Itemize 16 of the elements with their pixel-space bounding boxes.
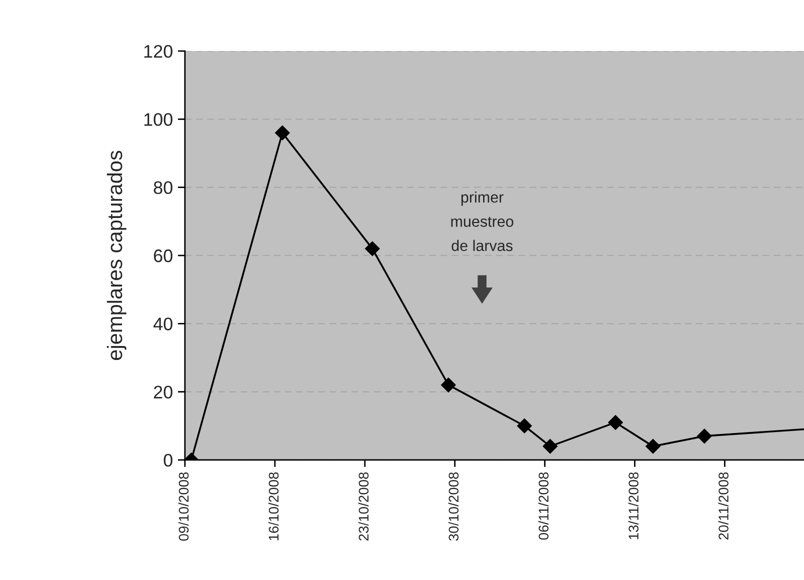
- y-tick-label: 40: [153, 318, 172, 330]
- x-tick-label: 09/10/2008: [178, 472, 189, 541]
- x-tick-label: 06/11/2008: [538, 472, 549, 540]
- y-tick-label: 60: [154, 249, 172, 262]
- x-tick-label: 23/10/2008: [358, 472, 369, 541]
- x-tick-label: 13/11/2008: [628, 472, 638, 540]
- annotation: primer muestreo de larvas: [451, 191, 514, 252]
- y-tick-label: 0: [164, 454, 172, 467]
- x-tick-label: 20/11/2008: [718, 472, 728, 540]
- y-tick-label: 80: [154, 181, 172, 194]
- x-tick-label: 30/10/2008: [448, 472, 459, 541]
- y-tick-label: 20: [154, 386, 172, 399]
- y-tick-label: 120: [144, 44, 172, 58]
- x-tick-label: 16/10/2008: [268, 472, 279, 540]
- y-axis-title: ejemplares capturados: [106, 150, 126, 360]
- y-tick-label: 100: [144, 113, 172, 126]
